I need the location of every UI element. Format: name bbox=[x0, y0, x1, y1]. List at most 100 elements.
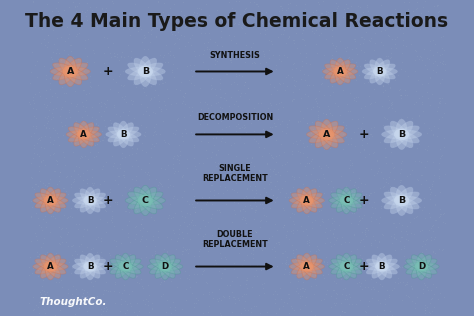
Point bbox=[380, 122, 387, 127]
Point bbox=[426, 256, 433, 261]
Point bbox=[121, 155, 129, 160]
Point bbox=[44, 33, 51, 38]
Point bbox=[368, 167, 375, 172]
Point bbox=[185, 246, 193, 252]
Point bbox=[271, 184, 279, 189]
Point bbox=[182, 286, 189, 291]
Point bbox=[234, 200, 242, 205]
Point bbox=[344, 16, 351, 21]
Point bbox=[205, 116, 213, 121]
Point bbox=[58, 264, 66, 270]
Point bbox=[421, 216, 428, 221]
Point bbox=[52, 279, 60, 284]
Point bbox=[228, 289, 236, 294]
Point bbox=[173, 196, 180, 201]
Point bbox=[164, 215, 172, 220]
Point bbox=[232, 53, 239, 58]
Point bbox=[283, 233, 290, 238]
Point bbox=[29, 98, 36, 103]
Point bbox=[184, 250, 191, 255]
Point bbox=[429, 61, 437, 66]
Point bbox=[415, 114, 423, 119]
Point bbox=[296, 205, 303, 210]
Point bbox=[47, 214, 55, 219]
Point bbox=[31, 92, 39, 97]
Point bbox=[415, 95, 423, 100]
Ellipse shape bbox=[78, 121, 89, 148]
Point bbox=[373, 171, 381, 176]
Point bbox=[438, 76, 446, 81]
Point bbox=[267, 152, 275, 157]
Point bbox=[165, 15, 173, 20]
Point bbox=[343, 125, 350, 130]
Point bbox=[406, 143, 414, 148]
Text: B: B bbox=[87, 196, 93, 205]
Point bbox=[353, 301, 360, 306]
Point bbox=[79, 293, 86, 298]
Point bbox=[242, 220, 250, 225]
Point bbox=[78, 114, 86, 119]
Point bbox=[328, 17, 335, 22]
Point bbox=[190, 156, 198, 161]
Point bbox=[31, 259, 38, 264]
Point bbox=[316, 89, 323, 94]
Point bbox=[242, 204, 249, 209]
Point bbox=[243, 5, 250, 10]
Point bbox=[370, 199, 378, 204]
Point bbox=[146, 97, 154, 102]
Point bbox=[257, 135, 264, 140]
Point bbox=[49, 205, 57, 210]
Ellipse shape bbox=[337, 189, 356, 212]
Point bbox=[391, 165, 398, 170]
Point bbox=[117, 55, 124, 60]
Point bbox=[283, 83, 291, 88]
Point bbox=[256, 225, 264, 230]
Point bbox=[163, 309, 170, 314]
Point bbox=[228, 143, 235, 148]
Point bbox=[419, 4, 427, 9]
Point bbox=[136, 183, 143, 188]
Point bbox=[359, 203, 367, 208]
Point bbox=[69, 150, 77, 155]
Point bbox=[243, 186, 250, 191]
Point bbox=[88, 18, 96, 23]
Point bbox=[287, 264, 295, 270]
Point bbox=[257, 218, 265, 223]
Point bbox=[318, 208, 325, 213]
Point bbox=[60, 212, 68, 217]
Point bbox=[28, 49, 36, 54]
Point bbox=[140, 133, 148, 138]
Point bbox=[421, 62, 428, 67]
Point bbox=[100, 306, 108, 311]
Point bbox=[207, 103, 215, 108]
Point bbox=[160, 261, 168, 266]
Point bbox=[222, 72, 229, 77]
Point bbox=[360, 36, 367, 41]
Point bbox=[102, 287, 110, 292]
Point bbox=[200, 129, 207, 134]
Point bbox=[315, 0, 322, 4]
Point bbox=[310, 165, 317, 170]
Point bbox=[101, 208, 109, 213]
Point bbox=[393, 34, 401, 39]
Point bbox=[404, 174, 411, 179]
Point bbox=[89, 245, 96, 250]
Point bbox=[345, 55, 352, 60]
Point bbox=[357, 238, 365, 243]
Point bbox=[299, 285, 306, 290]
Point bbox=[90, 51, 97, 56]
Point bbox=[69, 180, 76, 185]
Point bbox=[178, 307, 186, 312]
Point bbox=[84, 204, 91, 209]
Point bbox=[34, 273, 42, 278]
Point bbox=[307, 269, 314, 274]
Point bbox=[29, 294, 36, 299]
Point bbox=[292, 200, 300, 205]
Point bbox=[365, 76, 373, 82]
Point bbox=[332, 200, 339, 205]
Point bbox=[253, 191, 260, 196]
Point bbox=[396, 11, 403, 16]
Point bbox=[182, 131, 190, 136]
Point bbox=[241, 124, 249, 129]
Point bbox=[29, 155, 37, 161]
